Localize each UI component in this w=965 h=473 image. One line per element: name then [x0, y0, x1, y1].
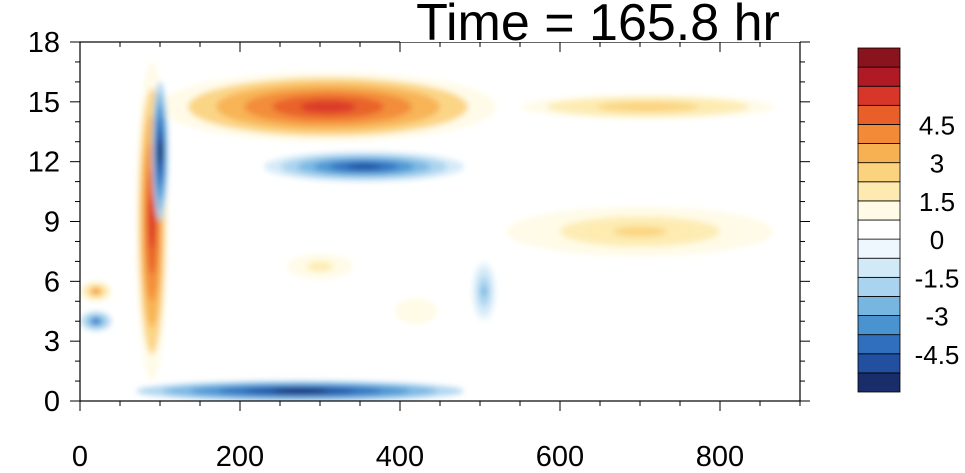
y-tick-label: 12	[28, 147, 60, 179]
contour-region	[613, 226, 667, 237]
y-tick-label: 6	[44, 266, 60, 298]
x-tick-label: 800	[696, 441, 744, 473]
colorbar-box	[857, 124, 901, 144]
x-axis: 0 200 400 600 800	[72, 42, 801, 473]
contour-region	[93, 288, 99, 295]
heatmap-field	[80, 42, 800, 401]
y-axis: 0 3 6 9 12 15 18	[28, 27, 810, 418]
colorbar-box	[857, 104, 901, 125]
contour-region	[622, 103, 674, 110]
chart-title: Time = 165.8 hr	[416, 0, 780, 52]
contour-region	[481, 286, 487, 297]
colorbar-box	[857, 162, 901, 183]
colorbar-box	[857, 85, 901, 106]
colorbar: 4.5 3 1.5 0 -1.5 -3 -4.5	[857, 47, 960, 393]
x-tick-label: 400	[376, 441, 424, 473]
colorbar-box	[857, 219, 901, 240]
colorbar-label: 1.5	[919, 187, 955, 217]
contour-region	[313, 263, 327, 270]
colorbar-box	[857, 66, 901, 87]
y-tick-label: 9	[44, 207, 60, 239]
contour-region	[149, 194, 155, 249]
contour-region	[157, 140, 163, 164]
colorbar-box	[857, 315, 901, 336]
x-tick-label: 0	[72, 441, 88, 473]
contour-region	[347, 163, 381, 170]
colorbar-label: 3	[930, 149, 944, 179]
colorbar-label: 0	[930, 225, 944, 255]
y-tick-label: 0	[44, 386, 60, 418]
x-tick-label: 200	[216, 441, 264, 473]
colorbar-box	[857, 276, 901, 297]
colorbar-box	[857, 334, 901, 355]
colorbar-box	[857, 200, 901, 221]
colorbar-label: -4.5	[915, 340, 960, 370]
colorbar-box	[857, 238, 901, 259]
contour-region	[93, 318, 99, 325]
colorbar-box	[857, 143, 901, 164]
y-tick-label: 18	[28, 27, 60, 59]
colorbar-box	[857, 372, 901, 393]
colorbar-label: -3	[925, 302, 948, 332]
colorbar-box	[857, 47, 901, 68]
colorbar-label: 4.5	[919, 110, 955, 140]
title-backing	[400, 0, 800, 42]
colorbar-label: -1.5	[915, 263, 960, 293]
colorbar-box	[857, 296, 901, 316]
contour-region	[300, 101, 356, 113]
colorbar-box	[857, 181, 901, 202]
colorbar-box	[857, 353, 901, 374]
colorbar-box	[857, 257, 901, 278]
y-tick-label: 15	[28, 87, 60, 119]
contour-region	[272, 388, 328, 395]
contour-region	[410, 307, 422, 315]
y-tick-label: 3	[44, 326, 60, 358]
x-tick-label: 600	[536, 441, 584, 473]
